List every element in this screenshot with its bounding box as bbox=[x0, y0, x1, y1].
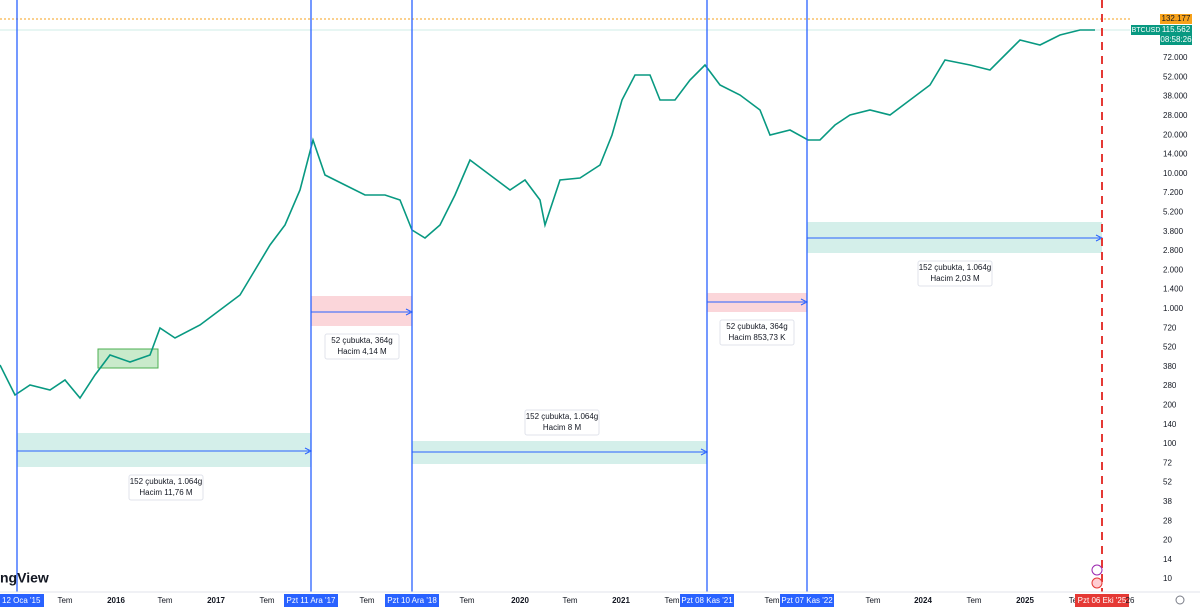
price-label: 280 bbox=[1163, 381, 1177, 390]
time-label: 2025 bbox=[1016, 596, 1034, 605]
time-labels: zt 12 Oca '15 Tem 2016 Tem 2017 Tem Pzt 11 Ara… bbox=[0, 594, 1135, 607]
time-label: Tem bbox=[359, 596, 374, 605]
measure-bars: 52 çubukta, 364g bbox=[726, 322, 787, 331]
price-label: 720 bbox=[1163, 323, 1177, 332]
time-label: Tem bbox=[865, 596, 880, 605]
price-label: 52.000 bbox=[1163, 72, 1188, 81]
time-tag bbox=[780, 594, 834, 607]
price-label: 20.000 bbox=[1163, 130, 1188, 139]
event-icon[interactable] bbox=[1091, 577, 1103, 589]
time-label: Tem bbox=[57, 596, 72, 605]
measure-volume: Hacim 4,14 M bbox=[337, 347, 387, 356]
time-label: zt 12 Oca '15 bbox=[0, 596, 41, 605]
price-label: 28.000 bbox=[1163, 111, 1188, 120]
measure-volume: Hacim 2,03 M bbox=[930, 274, 980, 283]
time-label: Pzt 08 Kas '21 bbox=[681, 596, 733, 605]
price-label: 72 bbox=[1163, 458, 1172, 467]
current-price-tag bbox=[1160, 25, 1192, 45]
time-label: 2024 bbox=[914, 596, 932, 605]
price-label: 5.200 bbox=[1163, 208, 1184, 217]
measure-volume: Hacim 8 M bbox=[543, 423, 582, 432]
measure-label-box bbox=[128, 474, 204, 501]
time-label: Tem bbox=[764, 596, 779, 605]
price-label: 2.000 bbox=[1163, 265, 1184, 274]
measure-label-box bbox=[324, 333, 400, 360]
range-box bbox=[97, 348, 159, 369]
measure-label-box bbox=[917, 260, 993, 287]
time-tag bbox=[1075, 594, 1129, 607]
price-label: 140 bbox=[1163, 420, 1177, 429]
time-label: 26 bbox=[1126, 596, 1135, 605]
price-label: 2.800 bbox=[1163, 246, 1184, 255]
measure-bars: 52 çubukta, 364g bbox=[331, 336, 392, 345]
time-label: Tem bbox=[459, 596, 474, 605]
time-label: 2017 bbox=[207, 596, 225, 605]
measure-label-box bbox=[719, 319, 795, 346]
measure-volume: Hacim 853,73 K bbox=[729, 333, 787, 342]
time-label: Pzt 07 Kas '22 bbox=[781, 596, 833, 605]
price-label: 38.000 bbox=[1163, 92, 1188, 101]
measurements: 152 çubukta, 1.064g Hacim 11,76 M 52 çubuk… bbox=[17, 222, 1104, 501]
price-label: 14.000 bbox=[1163, 150, 1188, 159]
time-label: Te bbox=[1069, 596, 1078, 605]
price-label: 10.000 bbox=[1163, 169, 1188, 178]
price-label: 38 bbox=[1163, 497, 1172, 506]
price-label: 20 bbox=[1163, 536, 1172, 545]
symbol-tag bbox=[1131, 25, 1161, 35]
price-path bbox=[0, 29, 1095, 400]
time-label: 2020 bbox=[511, 596, 529, 605]
logo: ngView bbox=[0, 570, 49, 586]
symbol: BTCUSD bbox=[1132, 27, 1161, 34]
time-label: Tem bbox=[562, 596, 577, 605]
last-price: 132.177 bbox=[1162, 14, 1191, 23]
time-tag bbox=[0, 594, 44, 607]
measure-bars: 152 çubukta, 1.064g bbox=[130, 477, 203, 486]
time-label: Tem bbox=[259, 596, 274, 605]
time-label: Pzt 10 Ara '18 bbox=[387, 596, 437, 605]
measure-volume: Hacim 11,76 M bbox=[139, 488, 193, 497]
measure-bars: 152 çubukta, 1.064g bbox=[919, 263, 992, 272]
time-label: 2016 bbox=[107, 596, 125, 605]
price-label: 200 bbox=[1163, 401, 1177, 410]
price-label: 72.000 bbox=[1163, 53, 1188, 62]
price-label: 14 bbox=[1163, 555, 1172, 564]
vertical-lines bbox=[16, 0, 808, 592]
price-label: 1.400 bbox=[1163, 285, 1184, 294]
price-labels: 72.000 52.000 38.000 28.000 20.000 14.000 10.0… bbox=[1163, 53, 1188, 583]
price-label: 520 bbox=[1163, 343, 1177, 352]
time-tag bbox=[284, 594, 338, 607]
settings-icon[interactable] bbox=[1175, 595, 1185, 605]
time-label: Tem bbox=[664, 596, 679, 605]
measure-box bbox=[311, 296, 412, 326]
price-label: 100 bbox=[1163, 439, 1177, 448]
measure-box bbox=[17, 433, 311, 467]
price-label: 28 bbox=[1163, 516, 1172, 525]
price-axis bbox=[1130, 0, 1200, 615]
measure-bars: 152 çubukta, 1.064g bbox=[526, 412, 599, 421]
time-label: Pzt 11 Ara '17 bbox=[287, 596, 337, 605]
time-label: Tem bbox=[157, 596, 172, 605]
current-price: 115.562 bbox=[1162, 25, 1191, 34]
time-tag bbox=[680, 594, 734, 607]
price-label: 3.800 bbox=[1163, 227, 1184, 236]
time-label: Pzt 06 Eki '25 bbox=[1078, 596, 1127, 605]
time-label: 2021 bbox=[612, 596, 630, 605]
event-icon[interactable] bbox=[1091, 564, 1103, 576]
price-label: 10 bbox=[1163, 574, 1172, 583]
last-price-tag bbox=[1160, 14, 1192, 24]
price-label: 1.000 bbox=[1163, 304, 1184, 313]
price-label: 380 bbox=[1163, 362, 1177, 371]
time-label: Tem bbox=[966, 596, 981, 605]
countdown: 08:58:26 bbox=[1160, 35, 1192, 44]
time-tag bbox=[385, 594, 439, 607]
measure-label-box bbox=[524, 409, 600, 436]
price-label: 7.200 bbox=[1163, 188, 1184, 197]
price-label: 52 bbox=[1163, 478, 1172, 487]
